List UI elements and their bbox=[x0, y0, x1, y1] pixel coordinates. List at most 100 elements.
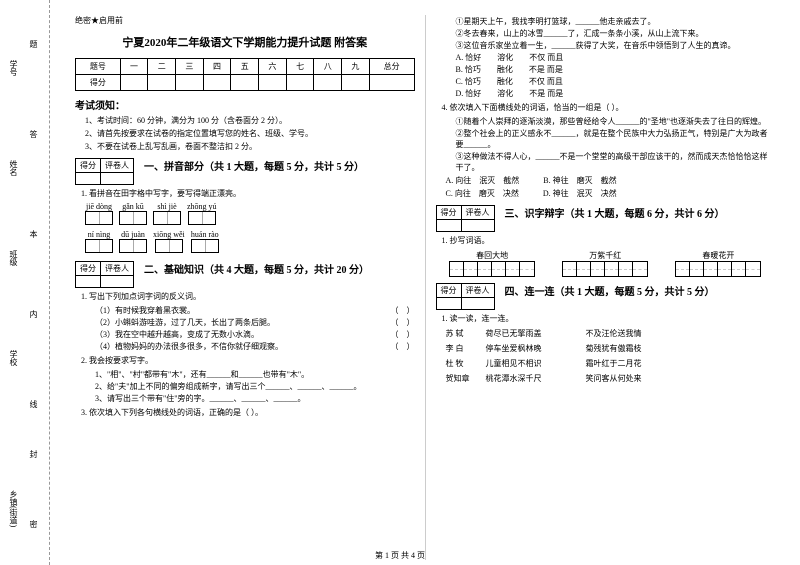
section-1-title: 一、拼音部分（共 1 大题，每题 5 分，共计 5 分） bbox=[144, 158, 364, 173]
exam-title: 宁夏2020年二年级语文下学期能力提升试题 附答案 bbox=[75, 34, 415, 50]
line: 不及汪伦送我情 bbox=[586, 328, 642, 339]
sb-blank[interactable] bbox=[101, 173, 134, 185]
cell[interactable] bbox=[259, 75, 287, 91]
s4-q: 1. 读一读，连一连。 bbox=[442, 313, 776, 324]
sb-c1: 得分 bbox=[76, 159, 101, 173]
section-2-title: 二、基础知识（共 4 大题，每题 5 分，共计 20 分） bbox=[144, 261, 369, 276]
cell-grid[interactable] bbox=[449, 261, 535, 277]
sb-c1: 得分 bbox=[436, 284, 461, 298]
pinyin-text: gǎn kū bbox=[119, 202, 147, 211]
cell[interactable] bbox=[369, 75, 414, 91]
bind-label-class: 班级 bbox=[8, 250, 19, 266]
poet: 贺知章 bbox=[446, 373, 486, 384]
section-4-title: 四、连一连（共 1 大题，每题 5 分，共计 5 分） bbox=[505, 283, 715, 298]
connect-row: 杜 牧 儿童相见不相识 霜叶红于二月花 bbox=[446, 358, 776, 369]
sb-blank[interactable] bbox=[436, 220, 461, 232]
pinyin-cell: dū juàn bbox=[119, 230, 147, 255]
item: ①星期天上午，我找李明打篮球，______他走亲戚去了。 bbox=[456, 16, 776, 27]
binding-margin: 题 学号 答 姓名 本 班级 内 学校 线 封 乡镇(街道) 密 bbox=[0, 0, 50, 565]
pinyin-cell: zhōng yú bbox=[187, 202, 217, 227]
opt: A. 恰好 溶化 不仅 而且 bbox=[456, 52, 776, 63]
vlabel: 题 bbox=[28, 40, 39, 48]
word-box: 万紫千红 bbox=[562, 250, 648, 277]
opt-row: A. 向往 泯灭 截然 B. 神往 磨灭 截然 bbox=[446, 175, 776, 186]
item: ②冬去春来，山上的冰雪______了，汇成一条条小溪，从山上流下来。 bbox=[456, 28, 776, 39]
right-column: ①星期天上午，我找李明打篮球，______他走亲戚去了。 ②冬去春来，山上的冰雪… bbox=[426, 15, 786, 560]
s2-q3: 3. 依次填入下列各句横线处的词语，正确的是（ ）。 bbox=[81, 407, 415, 418]
sb-c2: 评卷人 bbox=[101, 262, 134, 276]
tianzi-grid[interactable] bbox=[155, 239, 183, 253]
scorebox: 得分评卷人 bbox=[75, 261, 134, 288]
pinyin-text: dū juàn bbox=[119, 230, 147, 239]
sb-blank[interactable] bbox=[436, 298, 461, 310]
connect-row: 李 白 停车坐爱枫林晚 菊残犹有傲霜枝 bbox=[446, 343, 776, 354]
tianzi-grid[interactable] bbox=[85, 239, 113, 253]
opt: D. 恰好 溶化 不是 而是 bbox=[456, 88, 776, 99]
sb-blank[interactable] bbox=[461, 220, 494, 232]
cell[interactable] bbox=[176, 75, 204, 91]
cell[interactable] bbox=[314, 75, 342, 91]
sb-blank[interactable] bbox=[76, 173, 101, 185]
score-table: 题号 一 二 三 四 五 六 七 八 九 总分 得分 bbox=[75, 58, 415, 91]
left-column: 绝密★启用前 宁夏2020年二年级语文下学期能力提升试题 附答案 题号 一 二 … bbox=[65, 15, 426, 560]
sub-text: （2）小蝌蚪游哇游，过了几天，长出了两条后腿。 bbox=[95, 318, 275, 327]
vlabel: 线 bbox=[28, 400, 39, 408]
sb-c2: 评卷人 bbox=[461, 284, 494, 298]
line: 笑问客从何处来 bbox=[586, 373, 642, 384]
cell[interactable] bbox=[120, 75, 148, 91]
cell[interactable] bbox=[342, 75, 370, 91]
vlabel: 答 bbox=[28, 130, 39, 138]
th: 题号 bbox=[76, 59, 121, 75]
bind-label-town: 乡镇(街道) bbox=[8, 490, 19, 527]
s1-q: 1. 看拼音在田字格中写字，要写得端正漂亮。 bbox=[81, 188, 415, 199]
word-boxes: 春回大地 万紫千红 春暖花开 bbox=[436, 250, 776, 277]
tianzi-grid[interactable] bbox=[85, 211, 113, 225]
sub: （3）我在空中越升越高，变成了无数小水滴。 （ ） bbox=[95, 329, 415, 340]
page-footer: 第 1 页 共 4 页 bbox=[0, 550, 800, 561]
bind-label-name: 姓名 bbox=[8, 160, 19, 176]
tianzi-grid[interactable] bbox=[191, 239, 219, 253]
cell[interactable] bbox=[203, 75, 231, 91]
item: ②整个社会上的正义感永不______，就是在整个民族中大力弘扬正气，特别是广大为… bbox=[456, 128, 776, 150]
pinyin-cell: gǎn kū bbox=[119, 202, 147, 227]
tianzi-grid[interactable] bbox=[119, 239, 147, 253]
th: 六 bbox=[259, 59, 287, 75]
sb-blank[interactable] bbox=[461, 298, 494, 310]
vlabel: 密 bbox=[28, 520, 39, 528]
bind-label-school: 学校 bbox=[8, 350, 19, 366]
section-1-header: 得分评卷人 一、拼音部分（共 1 大题，每题 5 分，共计 5 分） bbox=[75, 158, 415, 185]
pinyin-cell: ní nìng bbox=[85, 230, 113, 255]
opt: C. 向往 磨灭 决然 D. 神往 泯灭 决然 bbox=[446, 188, 617, 199]
sb-blank[interactable] bbox=[76, 276, 101, 288]
th: 五 bbox=[231, 59, 259, 75]
tianzi-grid[interactable] bbox=[153, 211, 181, 225]
exam-page: 题 学号 答 姓名 本 班级 内 学校 线 封 乡镇(街道) 密 绝密★启用前 … bbox=[0, 0, 800, 565]
cell[interactable] bbox=[148, 75, 176, 91]
cell-grid[interactable] bbox=[675, 261, 761, 277]
vlabel: 本 bbox=[28, 230, 39, 238]
connect-row: 苏 轼 荷尽已无擎雨盖 不及汪伦送我情 bbox=[446, 328, 776, 339]
pinyin-text: zhōng yú bbox=[187, 202, 217, 211]
word-box: 春暖花开 bbox=[675, 250, 761, 277]
cell-grid[interactable] bbox=[562, 261, 648, 277]
scorebox: 得分评卷人 bbox=[436, 283, 495, 310]
th: 九 bbox=[342, 59, 370, 75]
scorebox: 得分评卷人 bbox=[75, 158, 134, 185]
sb-c2: 评卷人 bbox=[461, 206, 494, 220]
sub-text: （4）植物妈妈的办法很多很多，不信你就仔细观察。 bbox=[95, 342, 283, 351]
poet: 杜 牧 bbox=[446, 358, 486, 369]
cell[interactable] bbox=[231, 75, 259, 91]
line: 菊残犹有傲霜枝 bbox=[586, 343, 642, 354]
sub: （2）小蝌蚪游哇游，过了几天，长出了两条后腿。 （ ） bbox=[95, 317, 415, 328]
pinyin-cell: xiōng wěi bbox=[153, 230, 185, 255]
tianzi-grid[interactable] bbox=[119, 211, 147, 225]
cell[interactable] bbox=[286, 75, 314, 91]
q4: 4. 依次填入下面横线处的词语，恰当的一组是（ ）。 bbox=[442, 102, 776, 113]
row2-label: 得分 bbox=[76, 75, 121, 91]
sb-blank[interactable] bbox=[101, 276, 134, 288]
notice-item: 1、考试时间：60 分钟，满分为 100 分（含卷面分 2 分）。 bbox=[85, 115, 415, 126]
pinyin-text: shì jiè bbox=[153, 202, 181, 211]
tianzi-grid[interactable] bbox=[188, 211, 216, 225]
opt: A. 向往 泯灭 截然 B. 神往 磨灭 截然 bbox=[446, 175, 617, 186]
line: 霜叶红于二月花 bbox=[586, 358, 642, 369]
